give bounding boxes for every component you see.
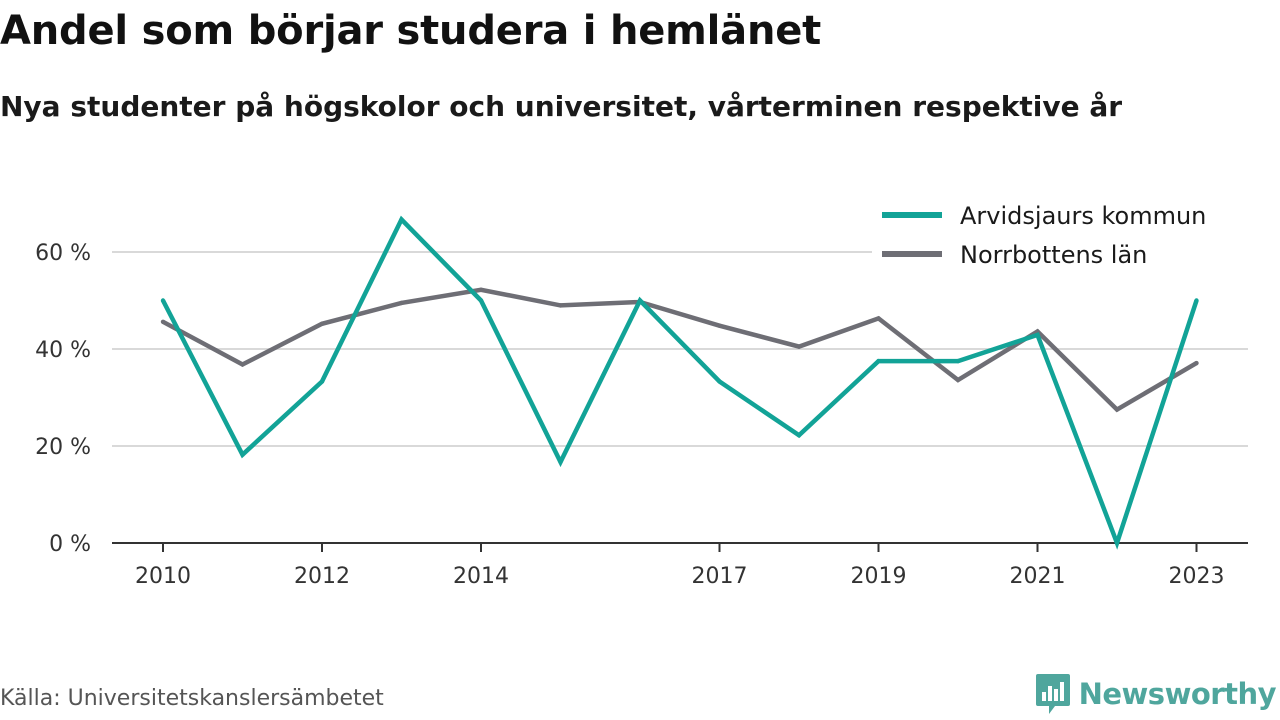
line-chart: 0 % 20 % 40 % 60 % 2010 2012 2014 2017 2019 2021 2… (35, 202, 1248, 589)
newsworthy-logo-icon (1035, 674, 1070, 714)
series-point-0 (1114, 540, 1120, 546)
y-tick-label: 40 % (35, 338, 91, 363)
chart-title: Andel som börjar studera i hemlänet (0, 8, 822, 54)
series-point-1 (796, 344, 802, 349)
legend-label: Norrbottens län (960, 241, 1147, 269)
series-point-0 (955, 358, 961, 364)
brand-name: Newsworthy (1078, 677, 1277, 711)
x-tick-label: 2010 (135, 564, 191, 589)
series-point-0 (796, 433, 802, 438)
source-note: Källa: Universitetskanslersämbetet (0, 686, 384, 711)
y-tick-label: 20 % (35, 435, 91, 460)
series-point-0 (558, 459, 563, 465)
x-tick-label: 2019 (851, 564, 907, 589)
series-point-0 (1194, 298, 1199, 303)
legend-label: Arvidsjaurs kommun (960, 202, 1206, 230)
x-tick-label: 2012 (294, 564, 350, 589)
brand-logo: Newsworthy (1035, 672, 1277, 716)
series-point-1 (399, 300, 404, 306)
series-point-0 (876, 358, 881, 364)
series-point-1 (478, 287, 484, 292)
series-point-1 (955, 377, 961, 383)
x-tick-label: 2021 (1010, 564, 1066, 589)
series-point-1 (876, 316, 881, 321)
series-point-1 (717, 323, 722, 328)
series-point-1 (1114, 407, 1120, 412)
series-point-1 (160, 319, 166, 324)
series-point-0 (160, 298, 166, 303)
series-point-0 (399, 217, 404, 222)
series-point-0 (240, 452, 245, 457)
series-point-0 (1035, 332, 1040, 338)
series-point-1 (558, 303, 563, 308)
x-tick-label: 2014 (453, 564, 509, 589)
x-tick-label: 2017 (692, 564, 748, 589)
series-point-0 (637, 298, 643, 303)
y-tick-label: 0 % (49, 532, 91, 557)
series-point-1 (1194, 360, 1199, 366)
series-point-1 (319, 321, 325, 326)
series-point-0 (478, 298, 484, 303)
series-point-0 (717, 379, 722, 384)
series-point-1 (240, 362, 245, 367)
y-tick-label: 60 % (35, 241, 91, 266)
chart-subtitle: Nya studenter på högskolor och universit… (0, 90, 1123, 123)
x-tick-label: 2023 (1169, 564, 1225, 589)
series-point-0 (319, 379, 325, 384)
series-line-0 (161, 215, 1199, 550)
